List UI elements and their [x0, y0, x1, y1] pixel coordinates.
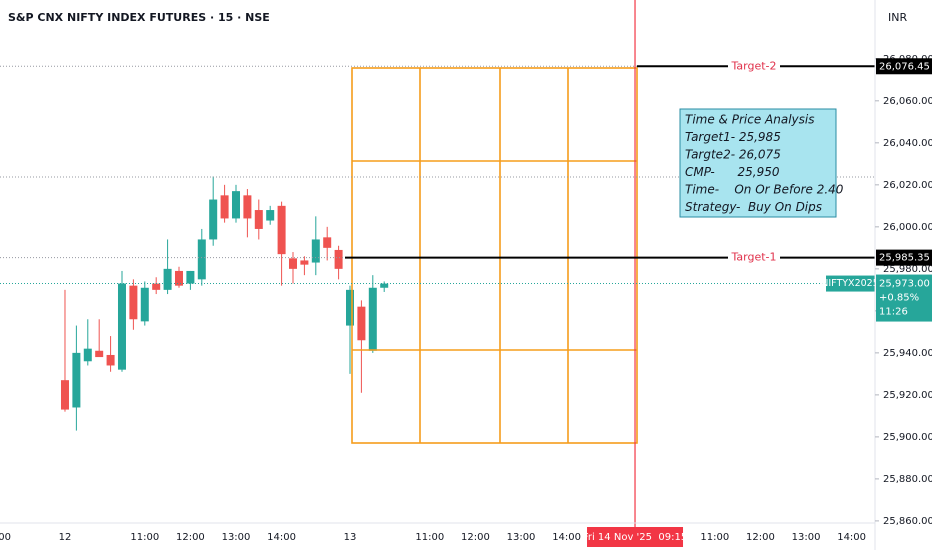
candle-body [60, 380, 69, 410]
chart-title: S&P CNX NIFTY INDEX FUTURES · 15 · NSE [8, 11, 270, 24]
info-line: Targte2- 26,075 [685, 148, 781, 162]
candle-body [243, 195, 252, 219]
candle-body [117, 283, 126, 370]
target-name-bg [728, 59, 780, 74]
candle-body [140, 287, 149, 322]
y-tick-label: 26,020.00 [883, 180, 932, 191]
x-tick-label: 14:00 [552, 532, 581, 543]
candle-body [334, 249, 343, 269]
info-box: Time & Price Analysis Target1- 25,985 Targ… [679, 108, 844, 218]
x-tick-label: 13:00 [222, 532, 251, 543]
info-title: Time & Price Analysis [685, 113, 814, 127]
candle-body [152, 283, 161, 290]
currency: INR [888, 11, 907, 24]
y-tick-label: 25,880.00 [883, 474, 932, 485]
candle-body [95, 350, 104, 358]
target-name: Target-1 [731, 251, 777, 264]
target-name-bg [728, 250, 780, 265]
last-price-bg [876, 274, 932, 322]
y-tick-label: 25,940.00 [883, 348, 932, 359]
x-tick-label: 13:00 [507, 532, 536, 543]
last-name: NIFTYX2025 [821, 278, 879, 289]
candle-body [266, 210, 275, 221]
x-tick-label: 00 [0, 532, 11, 543]
countdown: 11:26 [879, 307, 908, 318]
candle-body [288, 258, 297, 269]
candle-body [231, 191, 240, 219]
y-tick-label: 25,920.00 [883, 390, 932, 401]
target-price-bg [876, 58, 932, 75]
target-price: 26,076.45 [879, 61, 930, 72]
x-tick-label: 11:00 [700, 532, 729, 543]
target-price-bg [876, 249, 932, 266]
box-outline [351, 67, 638, 444]
info-line: Target1- 25,985 [685, 130, 781, 144]
candle-body [346, 289, 354, 326]
candle-body [209, 199, 218, 240]
last-change: +0.85% [879, 293, 919, 304]
y-tick-label: 25,980.00 [883, 264, 932, 275]
candle-body [163, 268, 172, 290]
x-tick-label: 11:00 [130, 532, 159, 543]
x-tick-label: 11:00 [415, 532, 444, 543]
candle-body [106, 354, 115, 366]
candle-body [186, 270, 195, 284]
x-tick-label: 12:00 [176, 532, 205, 543]
candle-body [174, 270, 183, 286]
plot-area [60, 176, 389, 431]
info-box-background [679, 108, 837, 218]
x-tick-label: 12 [59, 532, 72, 543]
y-tick-label: 25,860.00 [883, 516, 932, 527]
candle-body [220, 195, 229, 219]
candle-body [300, 260, 309, 265]
candle-body [72, 352, 81, 408]
info-line: Strategy- Buy On Dips [685, 200, 822, 214]
info-line: CMP- 25,950 [685, 165, 780, 179]
candle-body [368, 287, 377, 351]
last-name-bg [826, 275, 875, 292]
y-tick-label: 26,000.00 [883, 222, 932, 233]
x-tick-label: 12:00 [746, 532, 775, 543]
candle-body [277, 205, 286, 255]
x-cursor-label-bg [587, 527, 684, 547]
x-tick-label: 14:00 [267, 532, 296, 543]
candle-body [254, 210, 263, 229]
x-cursor-label: Fri 14 Nov '25 09:15 [583, 532, 687, 543]
target-price: 25,985.35 [879, 253, 930, 264]
x-tick-label: 13:00 [792, 532, 821, 543]
overlay: Target-2 Target-1 NIFTYX2025 [0, 0, 879, 527]
x-tick-label: 14:00 [837, 532, 866, 543]
y-tick-label: 26,060.00 [883, 96, 932, 107]
info-line: Time- On Or Before 2.40 [685, 183, 844, 197]
candle-body [357, 306, 366, 341]
candle-body [129, 285, 138, 320]
y-tick-label: 25,900.00 [883, 432, 932, 443]
y-tick-label: 26,040.00 [883, 138, 932, 149]
candle-body [323, 237, 332, 248]
candle-body [380, 283, 389, 288]
candle-body [311, 239, 320, 263]
candle-body [197, 239, 206, 280]
candle-body [83, 348, 92, 362]
last-price: 25,973.00 [879, 279, 930, 290]
target-name: Target-2 [731, 59, 777, 72]
x-tick-label: 13 [344, 532, 357, 543]
price-time-box [351, 67, 638, 444]
x-tick-label: 12:00 [461, 532, 490, 543]
